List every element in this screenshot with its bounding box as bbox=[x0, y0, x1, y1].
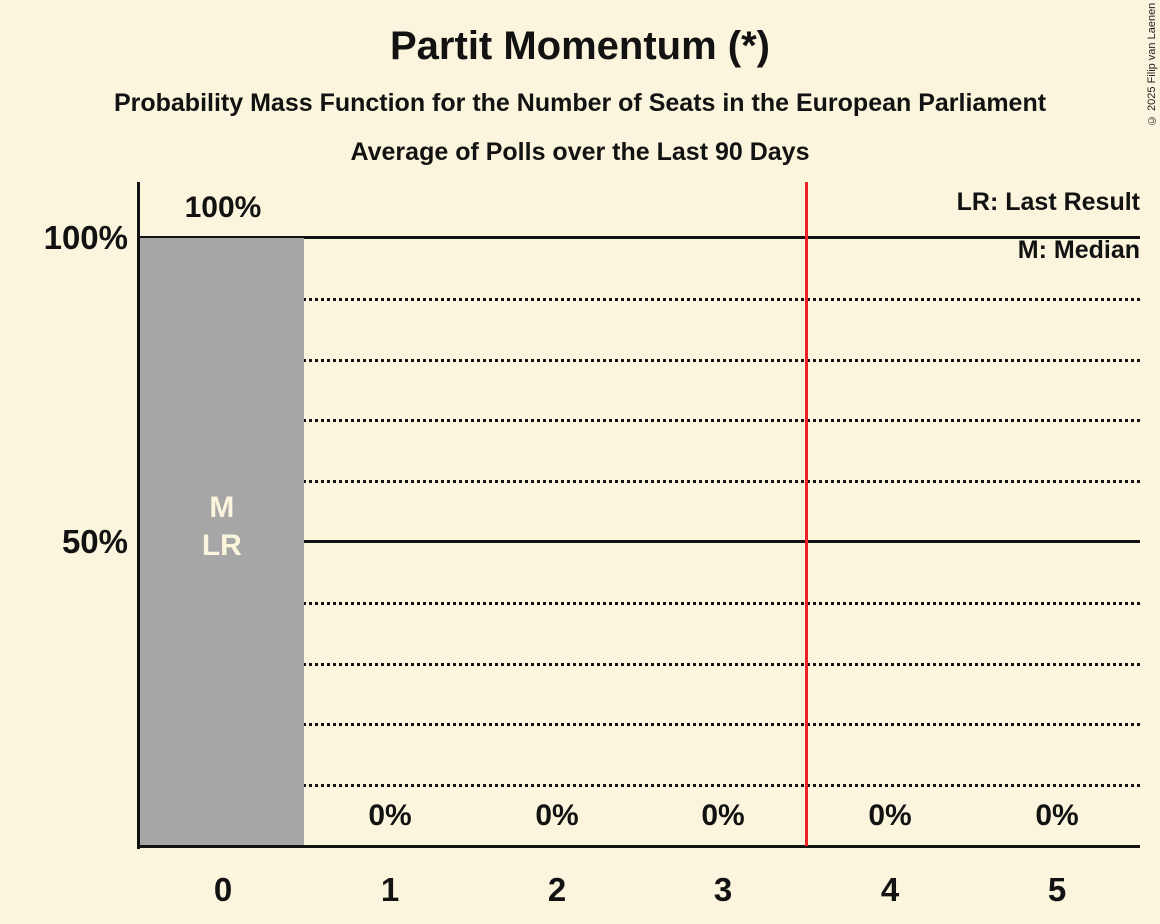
gridline-dotted-90 bbox=[140, 298, 1140, 301]
x-tick-label-4: 4 bbox=[880, 871, 900, 908]
last-result-marker: LR bbox=[201, 529, 242, 562]
bar-value-label-3: 0% bbox=[701, 799, 745, 832]
bar-value-label-1: 0% bbox=[368, 799, 412, 832]
bar-seats-0 bbox=[140, 238, 304, 846]
median-last-result-marker: M LR bbox=[140, 489, 304, 565]
x-tick-label-5: 5 bbox=[1047, 871, 1067, 908]
last-result-line bbox=[805, 182, 808, 846]
x-tick-label-3: 3 bbox=[713, 871, 733, 908]
gridline-solid-100 bbox=[140, 236, 1140, 239]
gridline-dotted-20 bbox=[140, 723, 1140, 726]
gridline-dotted-10 bbox=[140, 784, 1140, 787]
bar-value-label-4: 0% bbox=[868, 799, 912, 832]
gridline-solid-50 bbox=[140, 540, 1140, 543]
gridline-dotted-70 bbox=[140, 419, 1140, 422]
bar-value-label-0: 100% bbox=[184, 191, 262, 224]
gridline-dotted-80 bbox=[140, 359, 1140, 362]
chart-subtitle: Probability Mass Function for the Number… bbox=[113, 89, 1047, 117]
y-tick-label-100: 100% bbox=[43, 219, 128, 256]
x-tick-label-2: 2 bbox=[547, 871, 567, 908]
chart-subsubtitle: Average of Polls over the Last 90 Days bbox=[350, 138, 810, 166]
y-axis bbox=[137, 182, 140, 849]
bar-value-label-5: 0% bbox=[1035, 799, 1079, 832]
gridline-dotted-40 bbox=[140, 602, 1140, 605]
gridline-dotted-60 bbox=[140, 480, 1140, 483]
gridline-dotted-30 bbox=[140, 663, 1140, 666]
bar-value-label-2: 0% bbox=[535, 799, 579, 832]
page-title: Partit Momentum (*) bbox=[390, 24, 770, 68]
median-marker: M bbox=[209, 491, 235, 524]
y-tick-label-50: 50% bbox=[61, 523, 128, 560]
legend-median: M: Median bbox=[1017, 236, 1140, 264]
x-tick-label-0: 0 bbox=[213, 871, 233, 908]
legend-last-result: LR: Last Result bbox=[956, 188, 1140, 216]
x-tick-label-1: 1 bbox=[380, 871, 400, 908]
x-axis bbox=[137, 845, 1140, 848]
